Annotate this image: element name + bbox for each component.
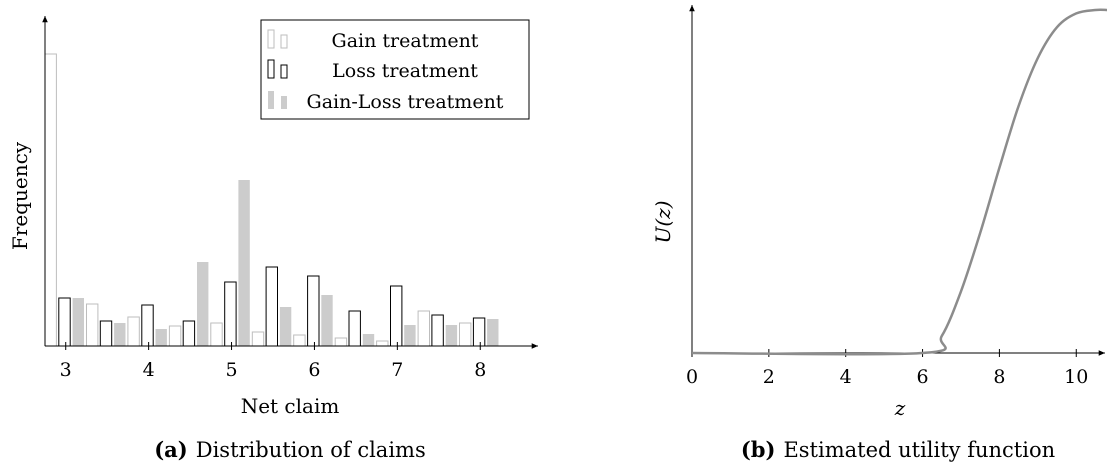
bar-loss-treatment-3 xyxy=(182,320,196,347)
utility-curve xyxy=(691,8,1108,356)
bar-gain-treatment-9 xyxy=(417,310,431,347)
panel-b-caption: (b) Estimated utility function xyxy=(741,437,1055,462)
bar-gain-treatment-5 xyxy=(251,331,265,347)
bar-gain-loss-treatment-0 xyxy=(72,298,84,346)
legend-box xyxy=(260,19,530,120)
bar-gain-loss-treatment-8 xyxy=(404,325,416,346)
bar-gain-treatment-3 xyxy=(168,325,182,347)
bar-gain-loss-treatment-3 xyxy=(197,262,209,346)
bar-loss-treatment-8 xyxy=(390,285,403,347)
bar-gain-treatment-1 xyxy=(86,303,99,347)
panel-b-caption-label: (b) xyxy=(741,437,776,462)
bar-loss-treatment-0 xyxy=(58,297,71,347)
bar-loss-treatment-1 xyxy=(99,320,113,347)
panel-b: 0 2 4 6 8 10 z U(z) (b) Estimated utility func… xyxy=(651,5,1108,462)
legend-swatch-gain-loss-treatment-0 xyxy=(268,91,274,109)
bar-gain-treatment-10 xyxy=(459,322,472,347)
panel-b-caption-text: Estimated utility function xyxy=(783,438,1055,462)
bar-gain-loss-treatment-5 xyxy=(279,307,292,346)
panel-a-x-ticks: 3 4 5 6 7 8 xyxy=(60,342,486,381)
bar-gain-treatment-2 xyxy=(127,316,140,347)
legend-label-gain-treatment: Gain treatment xyxy=(332,30,479,52)
bar-gain-loss-treatment-1 xyxy=(114,323,126,346)
bar-gain-treatment-4 xyxy=(210,322,223,347)
bar-loss-treatment-2 xyxy=(141,304,154,347)
panel-b-x-ticks: 0 2 4 6 8 10 xyxy=(686,349,1088,388)
bar-loss-treatment-5 xyxy=(265,266,279,347)
legend-swatch-loss-treatment-0 xyxy=(267,59,275,79)
panel-a-xlabel: Net claim xyxy=(241,394,340,418)
panel-b-ylabel: U(z) xyxy=(651,201,675,244)
bar-gain-treatment-0 xyxy=(44,53,57,347)
legend-swatch-gain-treatment-0 xyxy=(267,29,275,49)
bar-gain-loss-treatment-6 xyxy=(321,295,333,346)
panel-b-tick-label-3: 6 xyxy=(917,366,929,388)
panel-a-legend: Gain treatment Loss treatment Gain-Loss tr… xyxy=(260,19,530,120)
panel-b-xlabel: z xyxy=(894,396,906,420)
panel-a-ylabel: Frequency xyxy=(8,141,32,250)
bar-gain-treatment-7 xyxy=(334,337,348,347)
legend-label-gain-loss-treatment: Gain-Loss treatment xyxy=(307,91,504,113)
panel-b-tick-label-0: 0 xyxy=(686,366,698,388)
panel-b-tick-label-1: 2 xyxy=(763,366,775,388)
panel-a-tick-label-2: 5 xyxy=(225,359,237,381)
bar-gain-loss-treatment-10 xyxy=(487,319,499,346)
panel-b-tick-label-4: 8 xyxy=(993,366,1005,388)
bar-loss-treatment-7 xyxy=(348,310,361,347)
bar-gain-treatment-8 xyxy=(376,340,389,347)
panel-b-tick-label-5: 10 xyxy=(1064,366,1088,388)
panel-a-caption-label: (a) xyxy=(154,437,187,462)
bar-gain-treatment-6 xyxy=(293,334,306,347)
panel-a-tick-label-5: 8 xyxy=(474,359,486,381)
bar-loss-treatment-10 xyxy=(472,317,486,347)
panel-a: 3 4 5 6 7 8 Net claim Frequency Gain treatmen… xyxy=(8,16,538,462)
legend-swatch-loss-treatment-1 xyxy=(280,64,288,79)
panel-a-bars xyxy=(44,53,499,347)
bar-gain-loss-treatment-9 xyxy=(445,325,458,346)
panel-a-tick-label-0: 3 xyxy=(60,359,72,381)
legend-swatch-gain-treatment-1 xyxy=(280,34,288,49)
panel-b-tick-label-2: 4 xyxy=(840,366,852,388)
bar-gain-loss-treatment-4 xyxy=(238,180,250,346)
panel-a-tick-label-3: 6 xyxy=(308,359,320,381)
bar-loss-treatment-9 xyxy=(431,314,444,347)
panel-a-caption-text: Distribution of claims xyxy=(196,438,426,462)
panel-a-caption: (a) Distribution of claims xyxy=(154,437,425,462)
bar-gain-loss-treatment-7 xyxy=(362,334,375,346)
panel-a-tick-label-1: 4 xyxy=(143,359,155,381)
legend-swatch-gain-loss-treatment-1 xyxy=(281,96,287,109)
bar-gain-loss-treatment-2 xyxy=(155,329,167,346)
legend-label-loss-treatment: Loss treatment xyxy=(332,60,478,82)
bar-loss-treatment-4 xyxy=(224,281,237,347)
bar-loss-treatment-6 xyxy=(307,275,320,347)
panel-a-tick-label-4: 7 xyxy=(391,359,403,381)
